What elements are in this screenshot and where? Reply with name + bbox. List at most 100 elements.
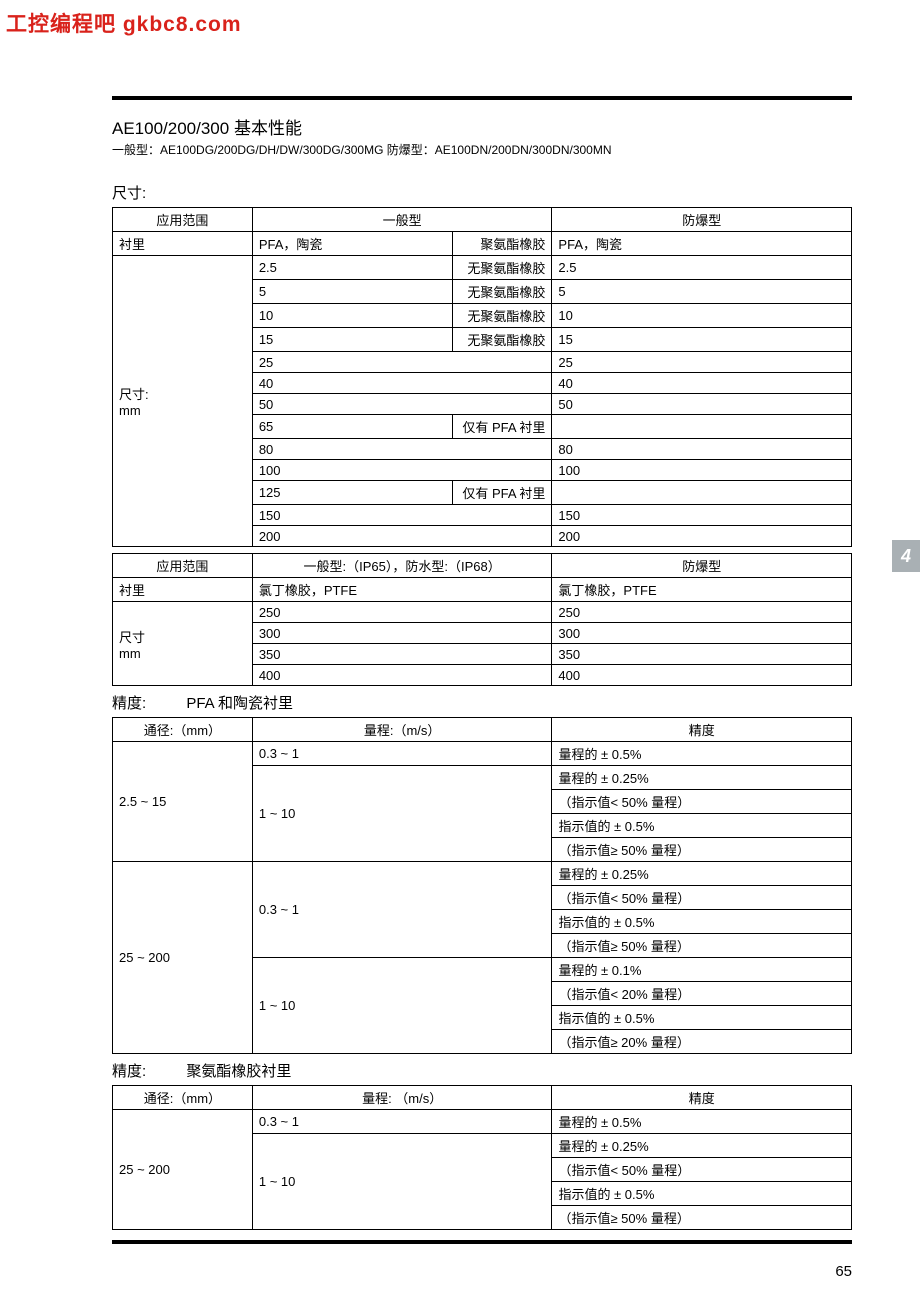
- accuracy-label: 精度:: [112, 695, 146, 712]
- table-cell: 50: [552, 394, 852, 415]
- table-cell: 10: [252, 304, 452, 328]
- table-cell: 仅有 PFA 衬里: [452, 415, 552, 439]
- table-cell: 350: [252, 644, 552, 665]
- watermark-text: 工控编程吧 gkbc8.com: [6, 8, 242, 38]
- top-rule: [112, 96, 852, 100]
- table-header: 精度: [552, 718, 852, 742]
- section-size-label: 尺寸:: [112, 182, 852, 203]
- table-cell: 15: [252, 328, 452, 352]
- table-cell: 指示值的 ± 0.5%: [552, 814, 852, 838]
- table-header: 精度: [552, 1086, 852, 1110]
- table-cell: 100: [552, 460, 852, 481]
- table-cell: 聚氨酯橡胶: [452, 232, 552, 256]
- table-cell: 300: [552, 623, 852, 644]
- table-cell: 量程的 ± 0.25%: [552, 766, 852, 790]
- table-cell: [552, 481, 852, 505]
- table-cell: 125: [252, 481, 452, 505]
- table-header: 一般型: [252, 208, 552, 232]
- table-cell: 无聚氨酯橡胶: [452, 256, 552, 280]
- table-cell: （指示值≥ 50% 量程）: [552, 1206, 852, 1230]
- table-cell: 无聚氨酯橡胶: [452, 280, 552, 304]
- bottom-rule: [112, 1240, 852, 1244]
- size-table-2: 应用范围 一般型:（IP65），防水型:（IP68） 防爆型 衬里 氯丁橡胶，P…: [112, 553, 852, 686]
- table-cell: 无聚氨酯橡胶: [452, 328, 552, 352]
- table-cell: 5: [252, 280, 452, 304]
- table-cell: 100: [252, 460, 552, 481]
- table-cell: 40: [552, 373, 852, 394]
- table-cell: 仅有 PFA 衬里: [452, 481, 552, 505]
- accuracy-sublabel: PFA 和陶瓷衬里: [186, 695, 293, 712]
- chapter-tab: 4: [892, 540, 920, 572]
- table-cell: 400: [552, 665, 852, 686]
- table-cell: 300: [252, 623, 552, 644]
- table-cell: 量程的 ± 0.5%: [552, 742, 852, 766]
- table-cell: （指示值≥ 50% 量程）: [552, 838, 852, 862]
- table-cell: 2.5: [252, 256, 452, 280]
- section-accuracy1-label: 精度: PFA 和陶瓷衬里: [112, 692, 852, 713]
- table-cell: 1 ~ 10: [252, 1134, 552, 1230]
- table-cell: 尺寸mm: [113, 602, 253, 686]
- table-cell: 衬里: [113, 232, 253, 256]
- table-header: 量程: （m/s）: [252, 1086, 552, 1110]
- table-cell: 5: [552, 280, 852, 304]
- table-cell: 250: [552, 602, 852, 623]
- size-table-1: 应用范围 一般型 防爆型 衬里 PFA，陶瓷 聚氨酯橡胶 PFA，陶瓷 尺寸:m…: [112, 207, 852, 547]
- table-header: 通径:（mm）: [113, 1086, 253, 1110]
- accuracy-table-1: 通径:（mm） 量程:（m/s） 精度 2.5 ~ 150.3 ~ 1量程的 ±…: [112, 717, 852, 1054]
- table-cell: 80: [252, 439, 552, 460]
- table-cell: （指示值≥ 50% 量程）: [552, 934, 852, 958]
- page-subtitle: 一般型：AE100DG/200DG/DH/DW/300DG/300MG 防爆型：…: [112, 141, 852, 158]
- table-cell: 指示值的 ± 0.5%: [552, 910, 852, 934]
- table-cell: 0.3 ~ 1: [252, 862, 552, 958]
- table-cell: [552, 415, 852, 439]
- page-title: AE100/200/300 基本性能: [112, 114, 852, 139]
- table-cell: 2.5: [552, 256, 852, 280]
- table-cell: 1 ~ 10: [252, 958, 552, 1054]
- table-cell: （指示值< 50% 量程）: [552, 1158, 852, 1182]
- table-cell: PFA，陶瓷: [252, 232, 452, 256]
- table-cell: 80: [552, 439, 852, 460]
- table-cell: 量程的 ± 0.1%: [552, 958, 852, 982]
- table-cell: 65: [252, 415, 452, 439]
- accuracy-sublabel: 聚氨酯橡胶衬里: [186, 1063, 291, 1080]
- table-cell: 量程的 ± 0.25%: [552, 862, 852, 886]
- table-cell: PFA，陶瓷: [552, 232, 852, 256]
- table-cell: （指示值< 50% 量程）: [552, 790, 852, 814]
- table-cell: 25 ~ 200: [113, 862, 253, 1054]
- accuracy-label: 精度:: [112, 1063, 146, 1080]
- table-header: 通径:（mm）: [113, 718, 253, 742]
- table-cell: 25 ~ 200: [113, 1110, 253, 1230]
- table-cell: 200: [552, 526, 852, 547]
- table-cell: （指示值≥ 20% 量程）: [552, 1030, 852, 1054]
- table-cell: 0.3 ~ 1: [252, 742, 552, 766]
- table-cell: 250: [252, 602, 552, 623]
- table-cell: 1 ~ 10: [252, 766, 552, 862]
- table-cell: 15: [552, 328, 852, 352]
- table-cell: 10: [552, 304, 852, 328]
- table-cell: （指示值< 20% 量程）: [552, 982, 852, 1006]
- table-cell: 350: [552, 644, 852, 665]
- table-cell: 200: [252, 526, 552, 547]
- table-header: 应用范围: [113, 208, 253, 232]
- table-cell: 25: [552, 352, 852, 373]
- table-cell: 氯丁橡胶，PTFE: [252, 578, 552, 602]
- table-cell: 量程的 ± 0.25%: [552, 1134, 852, 1158]
- section-accuracy2-label: 精度: 聚氨酯橡胶衬里: [112, 1060, 852, 1081]
- table-header: 防爆型: [552, 554, 852, 578]
- table-header: 应用范围: [113, 554, 253, 578]
- table-cell: 400: [252, 665, 552, 686]
- table-header: 防爆型: [552, 208, 852, 232]
- table-cell: 指示值的 ± 0.5%: [552, 1182, 852, 1206]
- page-content: AE100/200/300 基本性能 一般型：AE100DG/200DG/DH/…: [112, 96, 852, 1244]
- table-cell: 40: [252, 373, 552, 394]
- accuracy-table-2: 通径:（mm） 量程: （m/s） 精度 25 ~ 2000.3 ~ 1量程的 …: [112, 1085, 852, 1230]
- table-header: 量程:（m/s）: [252, 718, 552, 742]
- table-cell: 0.3 ~ 1: [252, 1110, 552, 1134]
- table-header: 一般型:（IP65），防水型:（IP68）: [252, 554, 552, 578]
- table-cell: 氯丁橡胶，PTFE: [552, 578, 852, 602]
- table-cell: 衬里: [113, 578, 253, 602]
- table-cell: 25: [252, 352, 552, 373]
- table-cell: 150: [552, 505, 852, 526]
- table-cell: （指示值< 50% 量程）: [552, 886, 852, 910]
- table-cell: 无聚氨酯橡胶: [452, 304, 552, 328]
